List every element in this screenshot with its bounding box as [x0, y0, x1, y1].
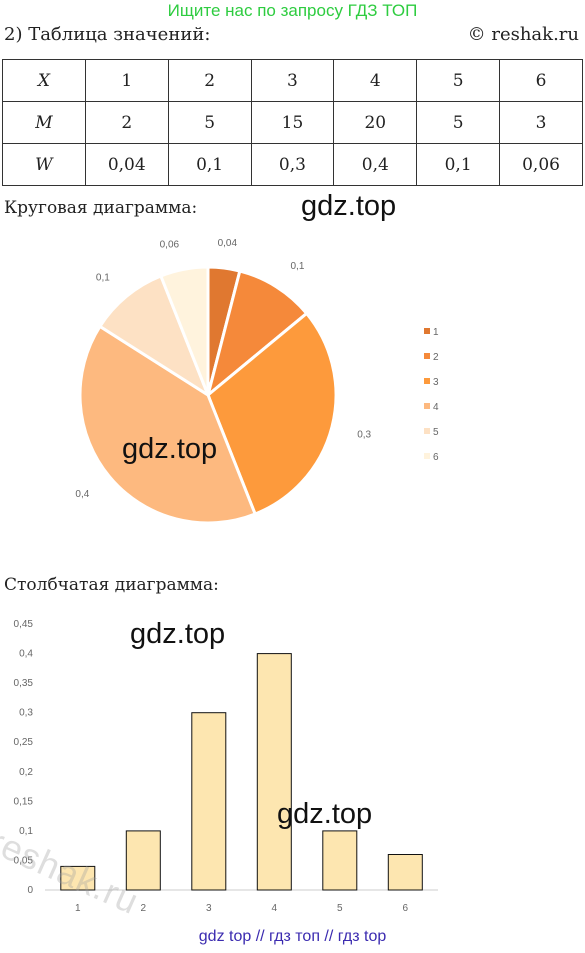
- table-row: W 0,04 0,1 0,3 0,4 0,1 0,06: [2, 143, 583, 186]
- table-cell: 5: [416, 101, 501, 144]
- table-cell: 1: [84, 59, 169, 102]
- y-tick-label: 0: [27, 885, 33, 896]
- legend-label: 6: [433, 452, 439, 463]
- legend-label: 3: [433, 377, 439, 388]
- legend-swatch: [424, 353, 430, 359]
- y-tick-label: 0,3: [19, 708, 33, 719]
- pie-data-label: 0,1: [96, 272, 110, 283]
- bar: [256, 653, 292, 891]
- watermark-bar-mid: gdz.top: [277, 798, 373, 830]
- y-tick-label: 0,4: [19, 649, 33, 660]
- legend-label: 5: [433, 427, 439, 438]
- legend-swatch: [424, 403, 430, 409]
- bar: [322, 830, 358, 891]
- y-tick-label: 0,35: [14, 678, 34, 689]
- values-table: X 1 2 3 4 5 6 M 2 5 15 20 5 3 W 0,04 0,1 0,3 0,4 0,1 0,06: [2, 59, 583, 186]
- pie-data-label: 0,06: [160, 240, 180, 251]
- table-cell: 4: [333, 59, 418, 102]
- table-row: M 2 5 15 20 5 3: [2, 101, 583, 144]
- watermark-top: gdz.top: [301, 190, 397, 222]
- x-tick-label: 3: [206, 903, 212, 914]
- footer-links: gdz top // гдз топ // гдз top: [198, 928, 387, 945]
- x-tick-label: 2: [141, 903, 147, 914]
- table-cell: 0,1: [416, 143, 501, 186]
- x-tick-label: 5: [337, 903, 343, 914]
- table-cell: 6: [499, 59, 583, 102]
- x-tick-label: 4: [272, 903, 278, 914]
- table-cell: 3: [499, 101, 583, 144]
- x-tick-label: 1: [75, 903, 81, 914]
- pie-slice: [206, 311, 338, 516]
- y-tick-label: 0,2: [19, 767, 33, 778]
- search-banner: Ищите нас по запросу ГДЗ ТОП: [167, 1, 418, 20]
- bar: [60, 865, 96, 891]
- watermark-bar-top: gdz.top: [130, 618, 226, 650]
- bar: [387, 854, 423, 891]
- task-heading: 2) Таблица значений:: [4, 24, 211, 45]
- y-tick-label: 0,05: [14, 855, 34, 866]
- watermark-pie: gdz.top: [122, 433, 218, 465]
- row-header-cell: W: [2, 143, 86, 186]
- pie-slice: [205, 269, 309, 400]
- pie-slice: [158, 265, 210, 396]
- pie-data-label: 0,3: [357, 429, 371, 440]
- bar: [191, 712, 227, 891]
- legend-label: 4: [433, 402, 439, 413]
- y-tick-label: 0,25: [14, 737, 34, 748]
- legend-label: 2: [433, 352, 439, 363]
- pie-data-label: 0,4: [75, 489, 89, 500]
- x-tick-label: 6: [403, 903, 409, 914]
- copyright-label: © reshak.ru: [467, 24, 579, 45]
- pie-data-label: 0,1: [291, 261, 305, 272]
- table-cell: 0,06: [499, 143, 583, 186]
- y-tick-label: 0,1: [19, 826, 33, 837]
- table-cell: 3: [250, 59, 335, 102]
- bar-chart-label: Столбчатая диаграмма:: [4, 575, 219, 595]
- table-cell: 0,1: [167, 143, 252, 186]
- pie-data-label: 0,04: [218, 238, 238, 249]
- y-tick-label: 0,15: [14, 796, 34, 807]
- legend-swatch: [424, 328, 430, 334]
- bar: [125, 830, 161, 891]
- pie-slice: [97, 274, 212, 399]
- table-cell: 0,4: [333, 143, 418, 186]
- table-cell: 0,3: [250, 143, 335, 186]
- pie-slice: [78, 324, 258, 525]
- table-cell: 15: [250, 101, 335, 144]
- legend-swatch: [424, 453, 430, 459]
- legend-swatch: [424, 428, 430, 434]
- row-header-cell: M: [2, 101, 86, 144]
- table-cell: 0,04: [84, 143, 169, 186]
- pie-chart-label: Круговая диаграмма:: [4, 198, 198, 218]
- legend-swatch: [424, 378, 430, 384]
- y-tick-label: 0,45: [14, 619, 34, 630]
- legend-label: 1: [433, 327, 439, 338]
